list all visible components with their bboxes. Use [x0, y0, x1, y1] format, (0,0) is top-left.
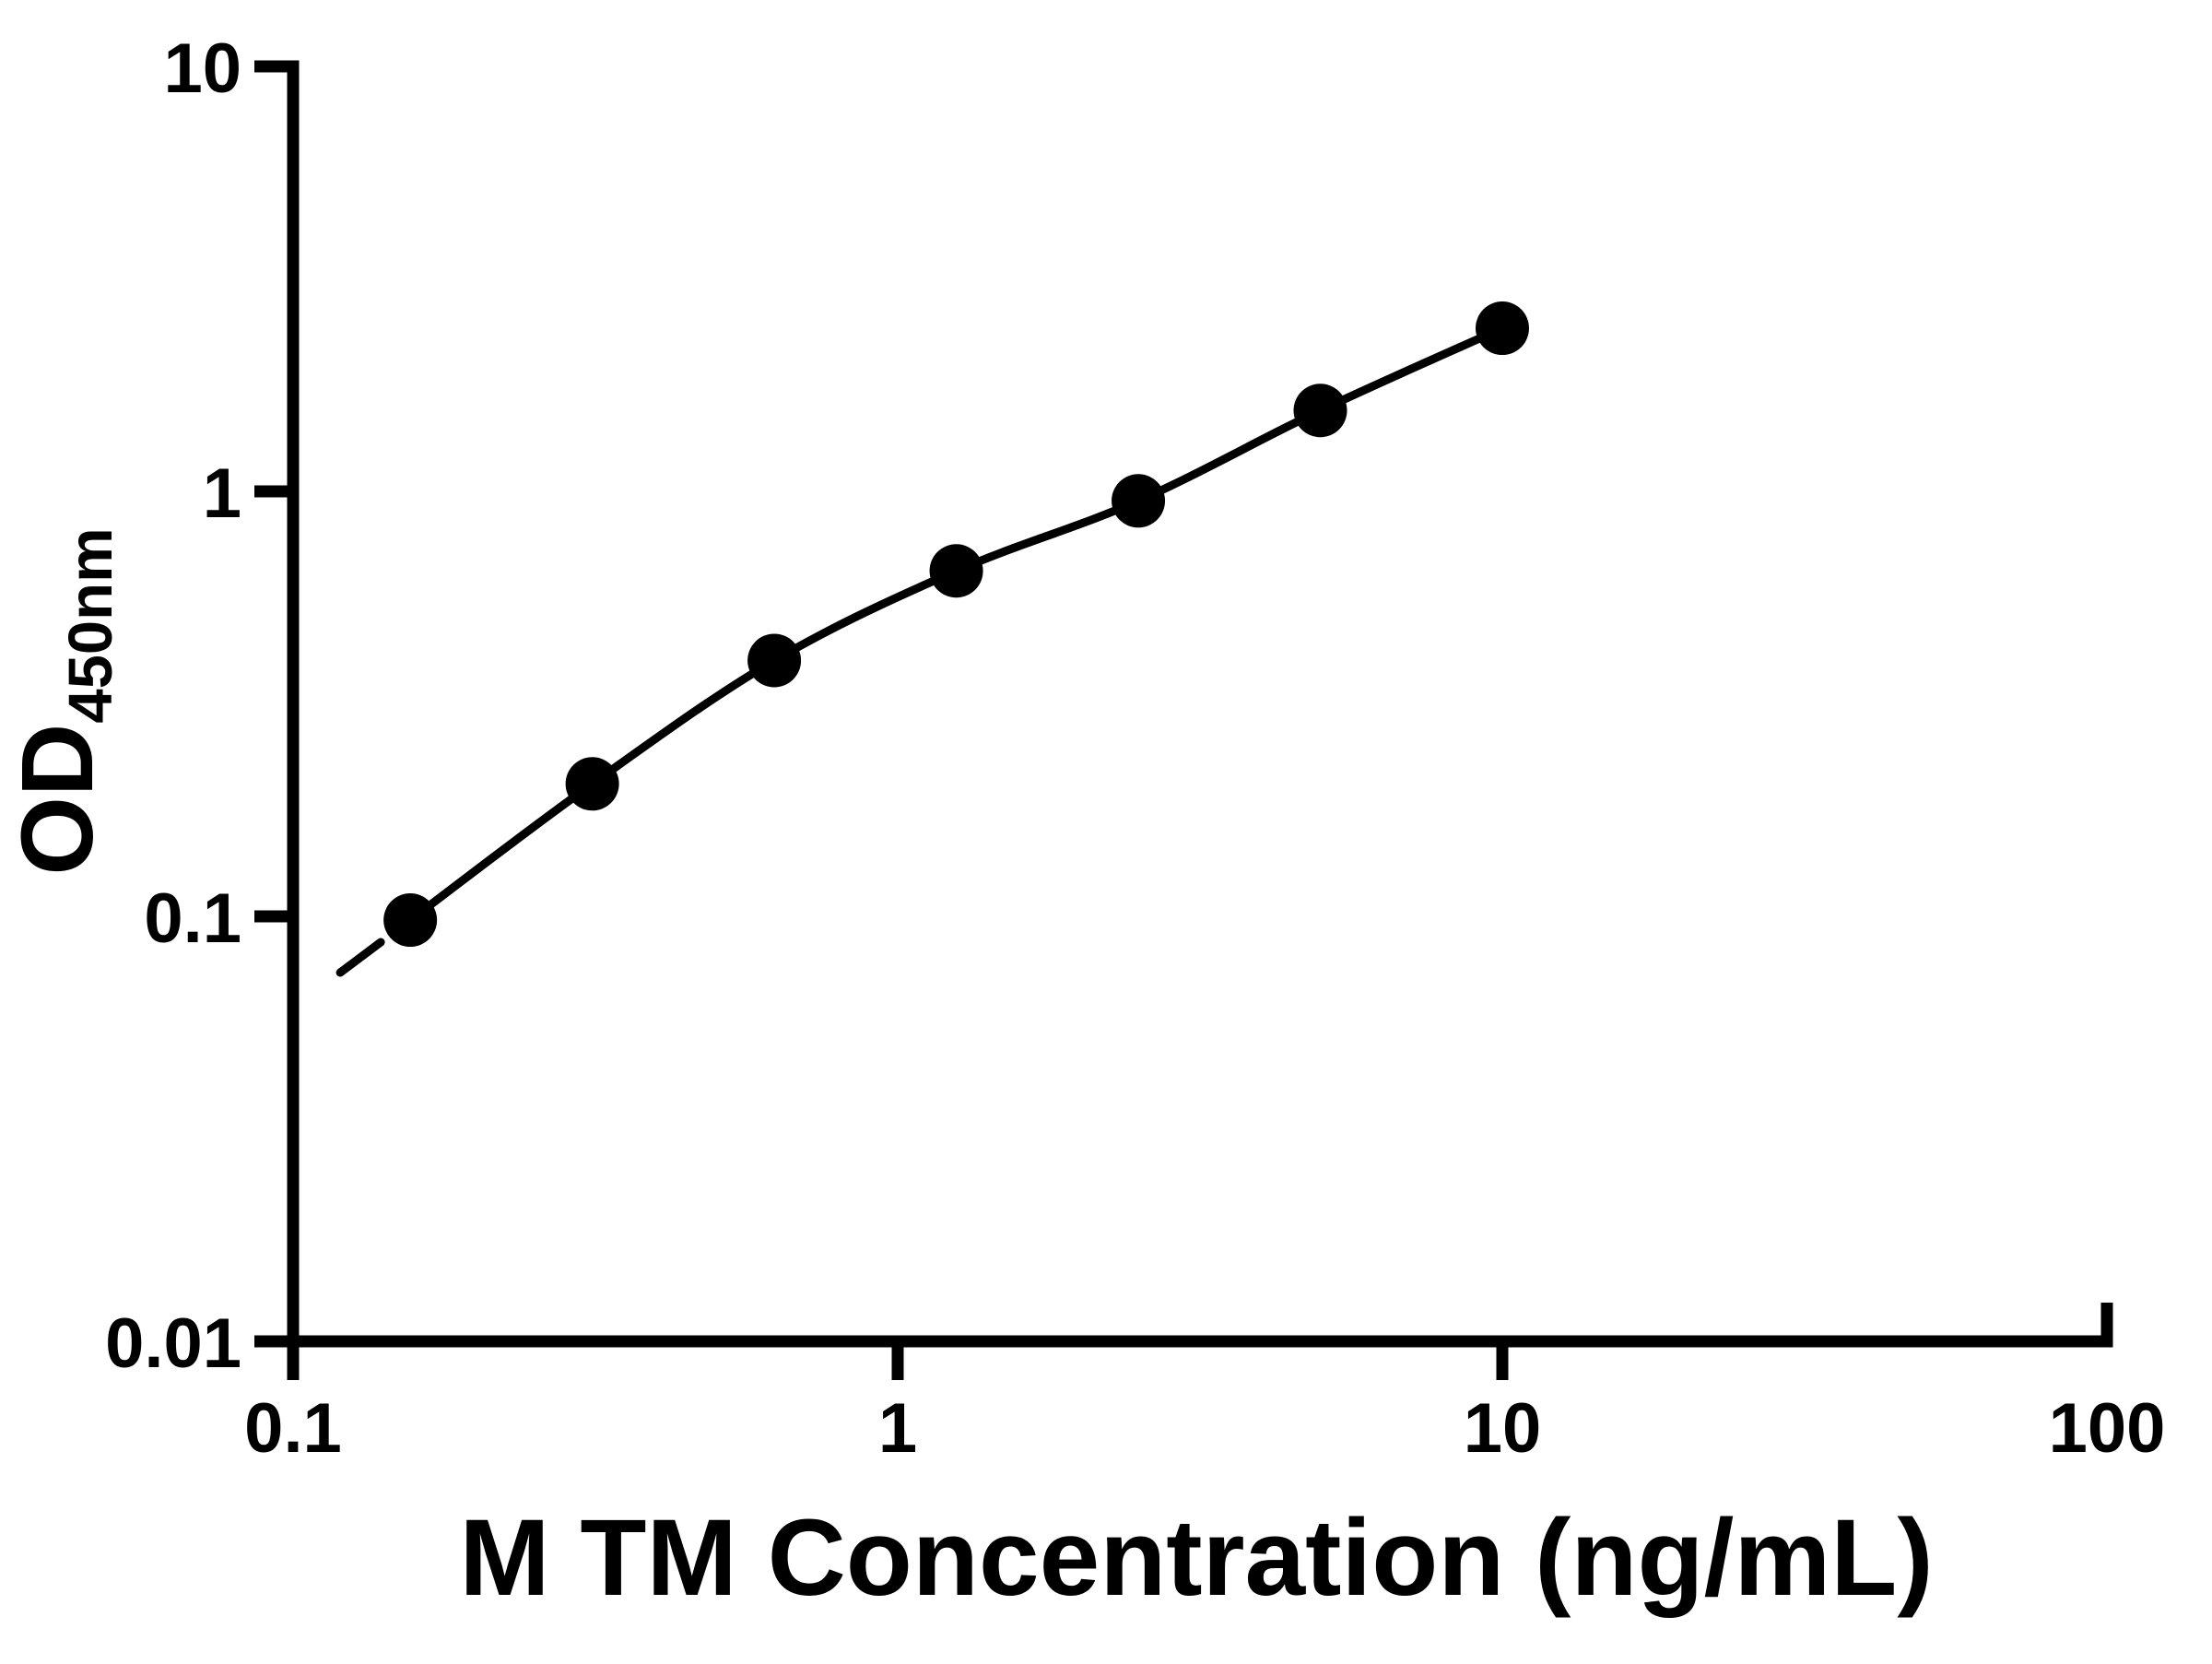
svg-text:1: 1	[203, 454, 241, 533]
svg-text:100: 100	[2049, 1389, 2166, 1468]
svg-text:0.1: 0.1	[244, 1389, 342, 1468]
svg-text:OD450nm: OD450nm	[1, 527, 125, 875]
svg-text:10: 10	[163, 30, 241, 108]
svg-text:1: 1	[878, 1389, 917, 1468]
svg-text:0.01: 0.01	[105, 1304, 241, 1383]
svg-text:M TM Concentration (ng/mL): M TM Concentration (ng/mL)	[459, 1497, 1933, 1619]
svg-text:10: 10	[1464, 1389, 1542, 1468]
svg-text:0.1: 0.1	[144, 879, 241, 958]
